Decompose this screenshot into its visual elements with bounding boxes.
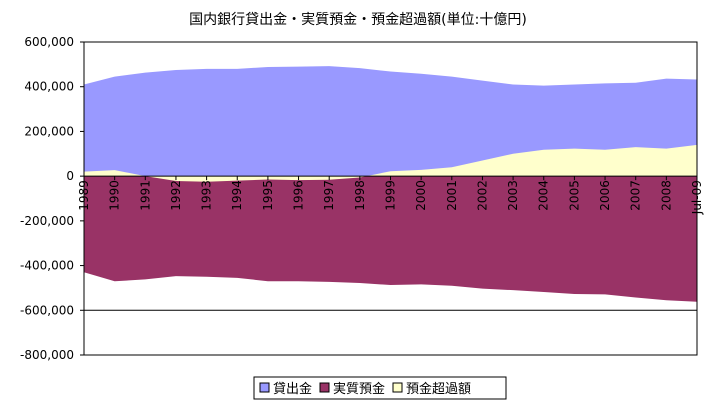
legend-label-3: 預金超過額 [406, 381, 471, 397]
x-tick-label: 1995 [261, 180, 275, 211]
x-tick-label: 1992 [169, 180, 183, 211]
x-tick-label: 1989 [77, 180, 91, 211]
x-tick-label: 1991 [138, 180, 152, 211]
y-tick-label: -400,000 [20, 259, 74, 273]
chart-title: 国内銀行貸出金・実質預金・預金超過額(単位:十億円) [189, 12, 527, 28]
x-tick-label: 1999 [384, 180, 398, 211]
x-tick-label: 2000 [414, 180, 428, 211]
legend: 貸出金 実質預金 預金超過額 [253, 376, 507, 400]
y-tick-label: 200,000 [24, 124, 74, 138]
x-tick-label: 1993 [200, 180, 214, 211]
x-tick-label: 1990 [108, 180, 122, 211]
x-tick-label: 2006 [598, 180, 612, 211]
plot-border [83, 41, 698, 356]
x-tick-label: 2007 [629, 180, 643, 211]
x-tick-label: 2001 [445, 180, 459, 211]
x-tick-label: 2003 [506, 180, 520, 211]
y-tick-label: 0 [66, 169, 74, 183]
legend-label-2: 実質預金 [333, 381, 385, 397]
x-tick-label: 2002 [475, 180, 489, 211]
x-tick-label: 1996 [292, 180, 306, 211]
x-tick-label: Jul-09 [690, 180, 704, 215]
legend-label-1: 貸出金 [273, 381, 312, 397]
x-tick-label: 1997 [322, 180, 336, 211]
x-axis: 1989 1990 1991 1992 1993 1994 1995 1996 1997 1998… [77, 175, 704, 215]
x-tick-label: 2008 [659, 180, 673, 211]
y-tick-label: 600,000 [24, 35, 74, 49]
series-area-1 [84, 66, 697, 177]
series-area-3 [84, 144, 697, 182]
y-tick-label: -800,000 [20, 348, 74, 362]
x-tick-label: 2004 [537, 180, 551, 211]
legend-swatch-3 [392, 382, 403, 393]
series-area-2 [84, 176, 697, 302]
legend-swatch-2 [319, 382, 330, 393]
legend-box [253, 376, 507, 400]
y-axis: 600,000 400,000 200,000 0 -200,000 -400,000 -6… [20, 35, 84, 362]
y-tick-label: -200,000 [20, 214, 74, 228]
plot-area [83, 41, 698, 356]
y-tick-label: 400,000 [24, 80, 74, 94]
x-tick-label: 1994 [230, 180, 244, 211]
legend-swatch-1 [259, 382, 270, 393]
x-tick-label: 1998 [353, 180, 367, 211]
y-tick-label: -600,000 [20, 303, 74, 317]
x-tick-label: 2005 [567, 180, 581, 211]
